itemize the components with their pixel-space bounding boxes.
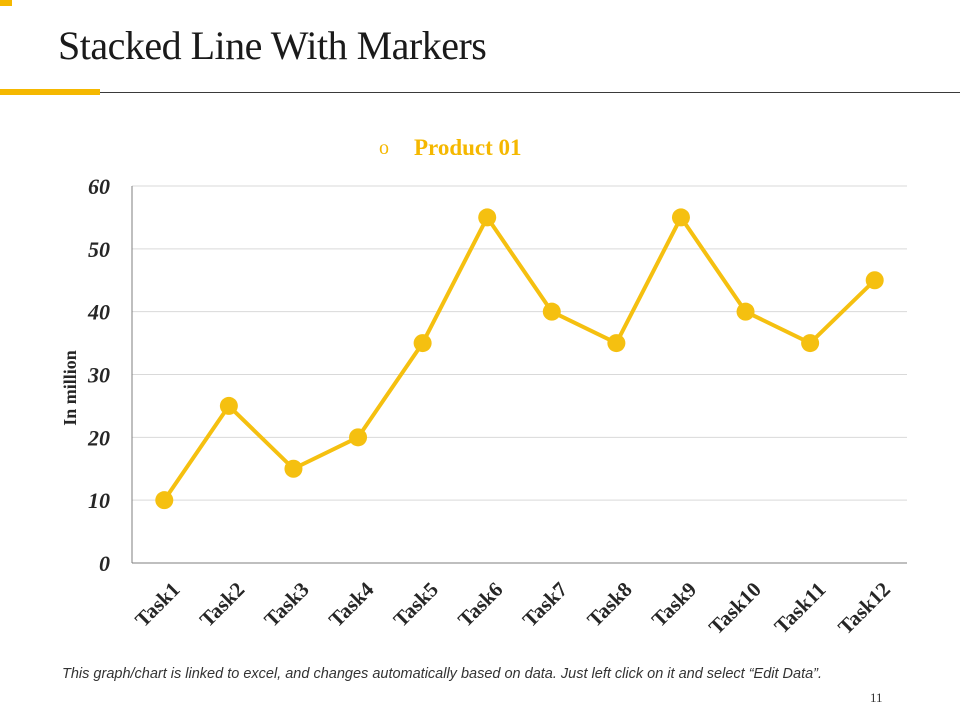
y-tick-label: 10 (88, 488, 110, 513)
x-tick-label: Task8 (582, 577, 636, 631)
title-accent-bar (0, 89, 100, 95)
y-tick-label: 0 (99, 551, 110, 576)
page-number: 11 (870, 690, 883, 705)
footnote: This graph/chart is linked to excel, and… (62, 666, 823, 682)
series-product-01[interactable] (155, 208, 884, 510)
data-point[interactable] (607, 334, 626, 353)
data-point[interactable] (542, 302, 561, 321)
gridlines (132, 185, 907, 501)
data-point[interactable] (219, 396, 238, 415)
y-tick-label: 50 (88, 237, 110, 262)
y-axis-label: In million (60, 350, 80, 426)
x-tick-label: Task7 (518, 577, 572, 631)
legend-label: Product 01 (414, 135, 522, 160)
data-point[interactable] (478, 208, 497, 227)
data-point[interactable] (671, 208, 690, 227)
slide-title: Stacked Line With Markers (58, 23, 487, 68)
y-tick-label: 40 (87, 300, 110, 325)
data-point[interactable] (865, 271, 884, 290)
y-tick-label: 20 (87, 425, 110, 450)
series-line (162, 215, 877, 502)
legend-marker: o (379, 137, 389, 159)
y-tick-label: 30 (87, 363, 110, 388)
legend[interactable]: o Product 01 (379, 135, 522, 160)
corner-accent (0, 0, 12, 6)
x-tick-label: Task11 (769, 577, 830, 638)
x-tick-label: Task10 (704, 577, 766, 639)
data-point[interactable] (413, 334, 432, 353)
x-tick-label: Task4 (324, 577, 379, 632)
y-tick-label: 60 (88, 174, 110, 199)
x-tick-label: Task5 (389, 577, 443, 631)
x-tick-labels: Task1 Task2 Task3 Task4 Task5 Task6 Task7 Task8… (130, 577, 895, 639)
axes (131, 186, 907, 564)
data-point[interactable] (349, 428, 368, 447)
data-point[interactable] (155, 491, 174, 510)
x-tick-label: Task6 (453, 577, 507, 631)
x-tick-label: Task9 (647, 577, 701, 631)
y-tick-labels: 0 10 20 30 40 50 60 (87, 174, 110, 576)
x-tick-label: Task2 (195, 577, 249, 631)
x-tick-label: Task1 (130, 577, 184, 631)
data-point[interactable] (801, 334, 820, 353)
title-divider (100, 92, 960, 93)
data-point[interactable] (736, 302, 755, 321)
x-tick-label: Task12 (833, 577, 895, 639)
x-tick-label: Task3 (259, 577, 313, 631)
data-point[interactable] (284, 459, 303, 478)
